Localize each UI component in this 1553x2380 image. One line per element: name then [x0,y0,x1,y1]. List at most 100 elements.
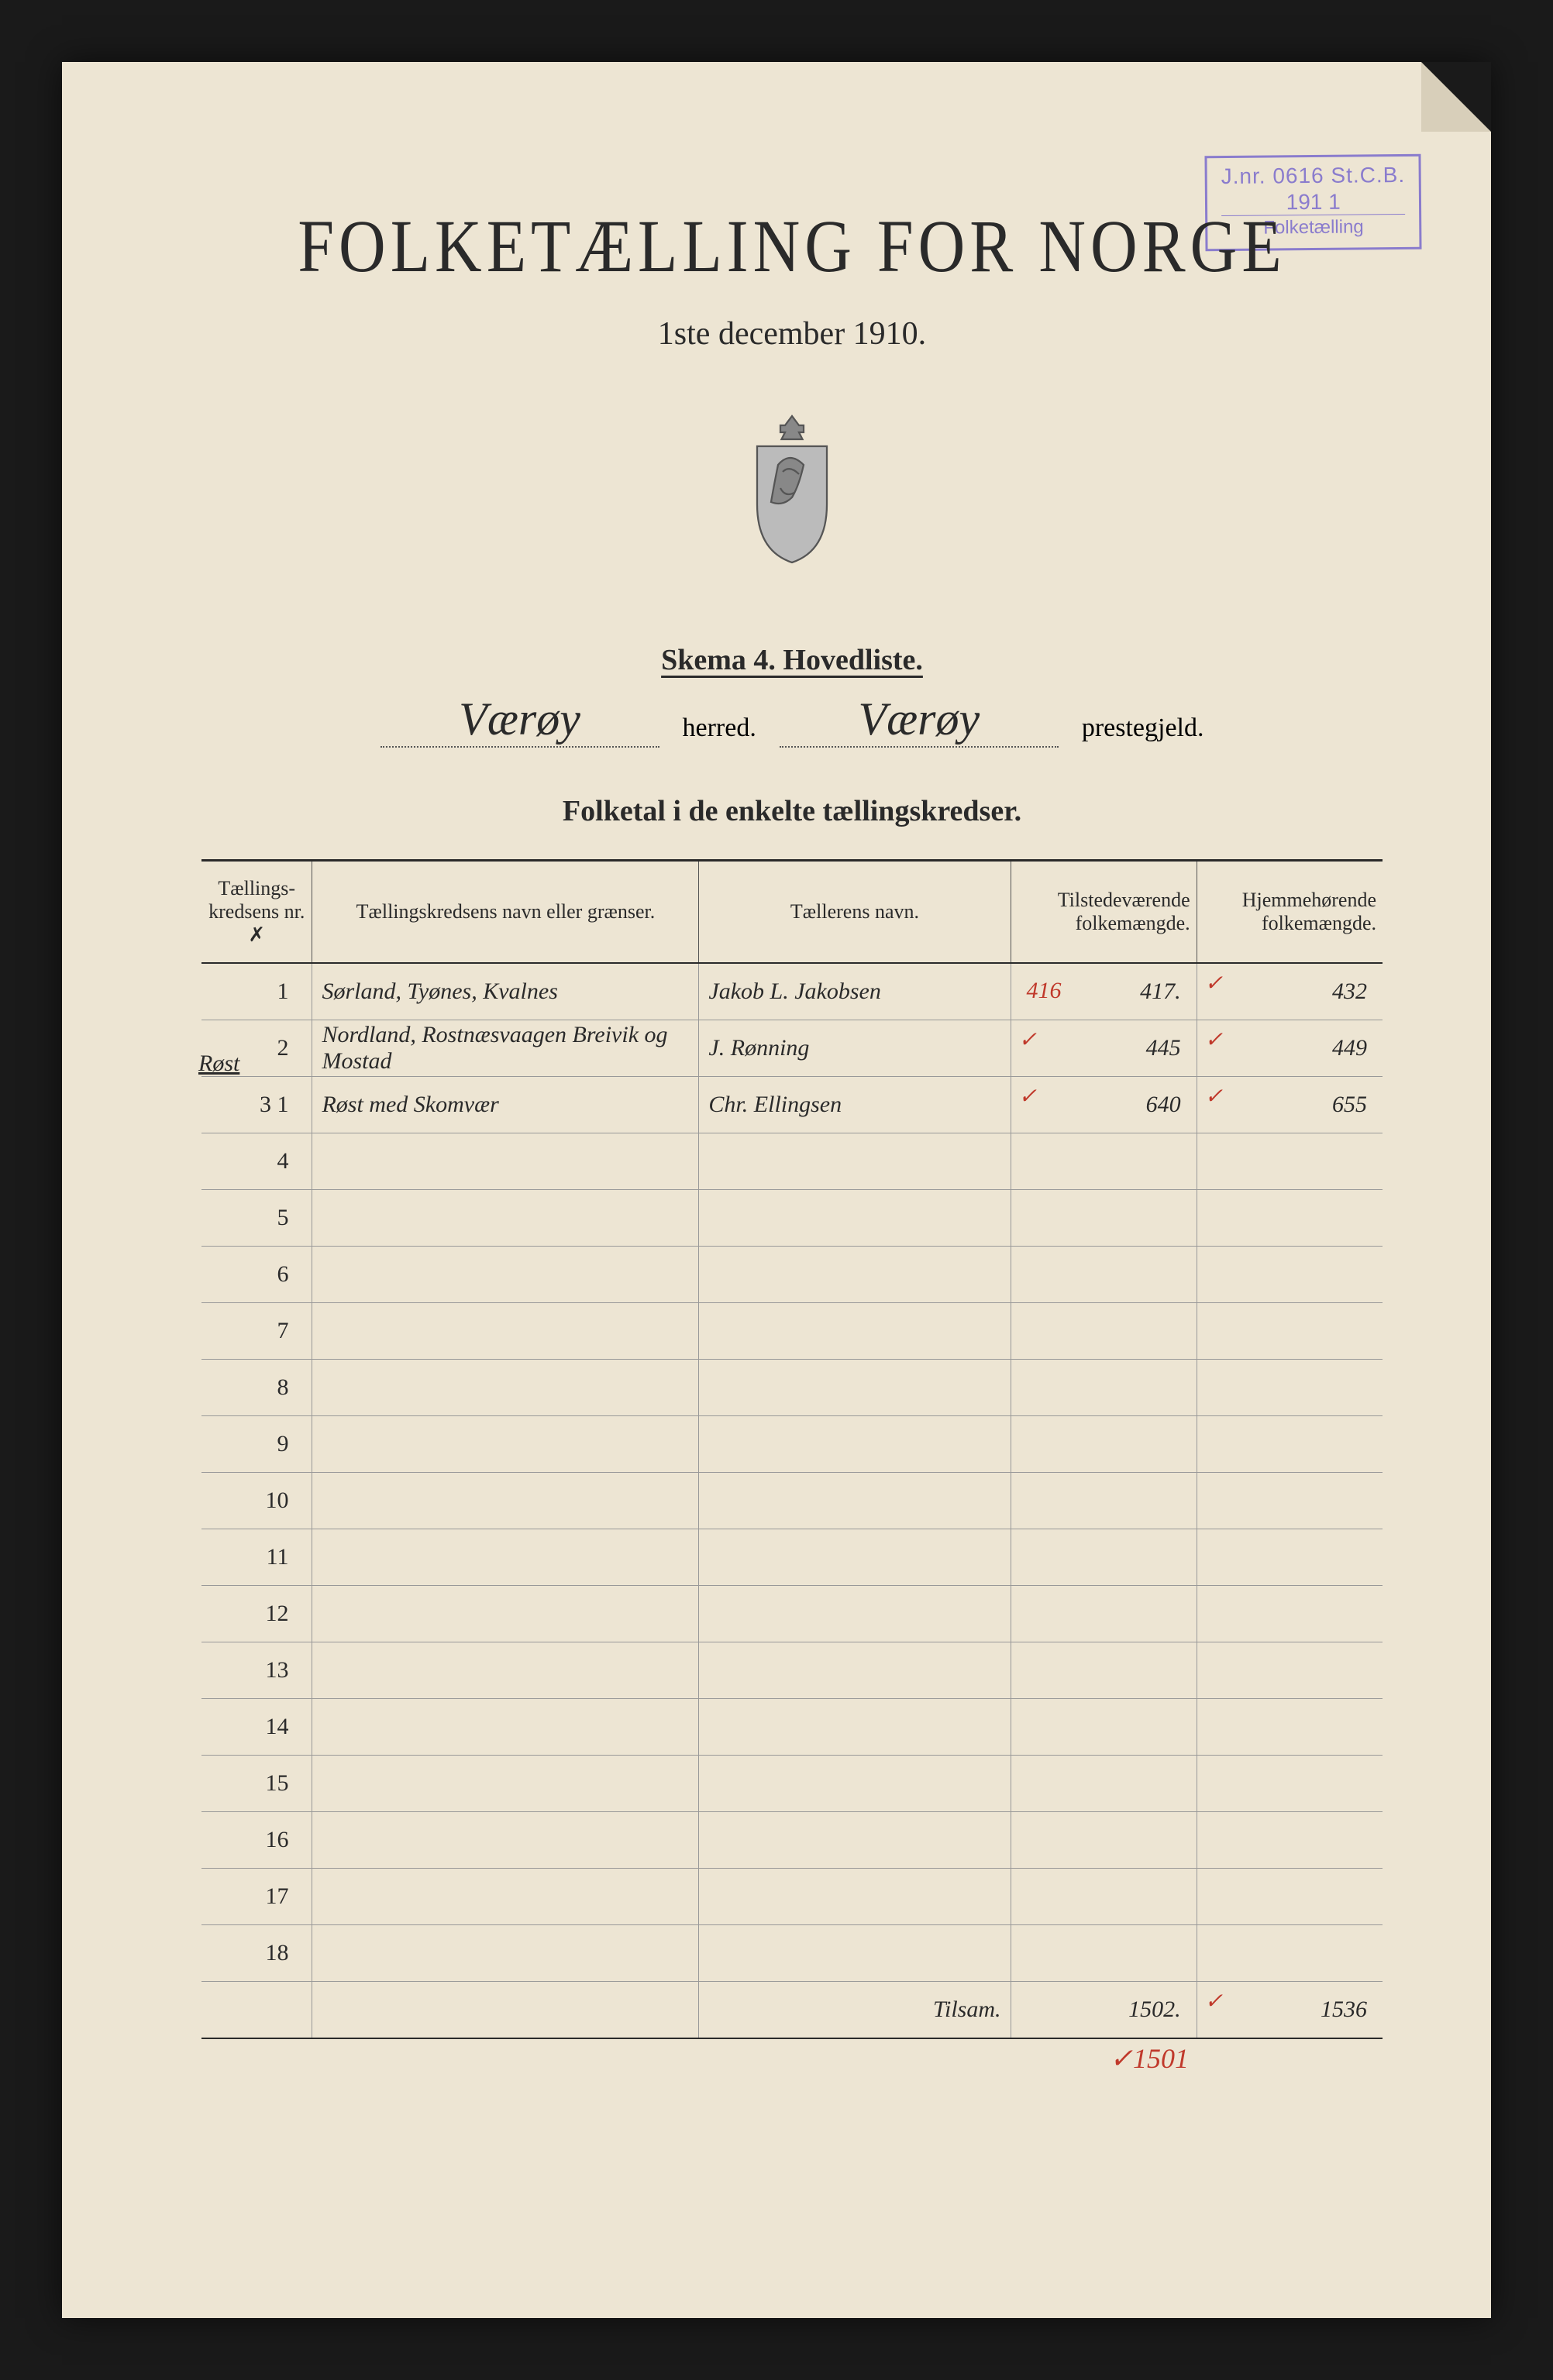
table-row-empty: 7 [201,1303,1383,1360]
present-population-cell: 416417. [1011,963,1197,1020]
empty-cell [699,1247,1011,1303]
empty-cell [699,1642,1011,1699]
table-row-empty: 8 [201,1360,1383,1416]
table-row-empty: 15 [201,1756,1383,1812]
table-row-empty: 4 [201,1133,1383,1190]
counter-name-cell: J. Rønning [699,1020,1011,1077]
row-number-cell: 10 [201,1473,312,1529]
col-header-nr: Tællings- kredsens nr. ✗ [201,861,312,964]
table-row-empty: 6 [201,1247,1383,1303]
empty-cell [312,1473,699,1529]
empty-cell [1011,1529,1197,1586]
row-number-cell: 14 [201,1699,312,1756]
prestegjeld-label: prestegjeld. [1082,714,1204,748]
empty-cell [312,1529,699,1586]
total-row: Tilsam.1502.✓1536 [201,1982,1383,2039]
row-number-cell: 7 [201,1303,312,1360]
empty-cell [1197,1303,1383,1360]
scan-frame: J.nr. 0616 St.C.B. 191 1 Folketælling FO… [0,0,1553,2380]
present-population-cell: ✓640 [1011,1077,1197,1133]
empty-cell [312,1416,699,1473]
table-title: Folketal i de enkelte tællingskredser. [201,794,1383,828]
empty-cell [1011,1925,1197,1982]
empty-cell [1197,1925,1383,1982]
empty-cell [1011,1303,1197,1360]
empty-cell [312,1360,699,1416]
empty-cell [699,1416,1011,1473]
district-name-cell: Sørland, Tyønes, Kvalnes [312,963,699,1020]
empty-cell [699,1812,1011,1869]
empty-cell [312,1925,699,1982]
table-header-row: Tællings- kredsens nr. ✗ Tællingskredsen… [201,861,1383,964]
side-annotation: Røst [198,1051,239,1077]
table-row-empty: 10 [201,1473,1383,1529]
empty-cell [699,1360,1011,1416]
document-title: FOLKETÆLLING FOR NORGE [201,204,1383,291]
table-row: 2Nordland, Rostnæsvaagen Breivik og Most… [201,1020,1383,1077]
empty-cell [1011,1190,1197,1247]
counter-name-cell: Chr. Ellingsen [699,1077,1011,1133]
empty-cell [1011,1360,1197,1416]
row-number-cell: 8 [201,1360,312,1416]
corrected-total: ✓1501 [1110,2042,1189,2075]
present-population-cell: ✓445 [1011,1020,1197,1077]
empty-cell [312,1190,699,1247]
empty-cell [1011,1133,1197,1190]
total-resident-cell: ✓1536 [1197,1982,1383,2039]
empty-cell [699,1699,1011,1756]
empty-cell [1197,1586,1383,1642]
jurisdiction-line: Værøy herred. Værøy prestegjeld. [201,693,1383,748]
empty-cell [312,1812,699,1869]
row-number-cell: 5 [201,1190,312,1247]
empty-cell [312,1756,699,1812]
table-row: 1Sørland, Tyønes, KvalnesJakob L. Jakobs… [201,963,1383,1020]
empty-cell [312,1586,699,1642]
empty-cell [699,1869,1011,1925]
empty-cell [699,1133,1011,1190]
page-fold-corner [1421,62,1491,132]
row-number-cell: 4 [201,1133,312,1190]
empty-cell [699,1756,1011,1812]
empty-cell [1197,1247,1383,1303]
col-header-tilst: Tilstedeværende folkemængde. [1011,861,1197,964]
empty-cell [1197,1190,1383,1247]
empty-cell [1197,1473,1383,1529]
row-number-cell: 9 [201,1416,312,1473]
row-number-cell: Røst3 1 [201,1077,312,1133]
empty-cell [699,1529,1011,1586]
row-number-cell: 6 [201,1247,312,1303]
table-row-empty: 13 [201,1642,1383,1699]
table-row-empty: 18 [201,1925,1383,1982]
prestegjeld-field: Værøy [780,693,1059,748]
row-number-cell: 12 [201,1586,312,1642]
row-number-cell: 1 [201,963,312,1020]
table-row: Røst3 1Røst med SkomværChr. Ellingsen✓64… [201,1077,1383,1133]
document-paper: J.nr. 0616 St.C.B. 191 1 Folketælling FO… [62,62,1491,2318]
schema-heading: Skema 4. Hovedliste. [201,643,1383,677]
table-row-empty: 14 [201,1699,1383,1756]
table-row-empty: 9 [201,1416,1383,1473]
empty-cell [699,1303,1011,1360]
resident-population-cell: ✓449 [1197,1020,1383,1077]
table-row-empty: 12 [201,1586,1383,1642]
col-header-teller: Tællerens navn. [699,861,1011,964]
empty-cell [312,1303,699,1360]
empty-cell [1011,1473,1197,1529]
empty-cell [1197,1416,1383,1473]
page-content: FOLKETÆLLING FOR NORGE 1ste december 191… [62,62,1491,2039]
empty-cell [1011,1869,1197,1925]
resident-population-cell: ✓432 [1197,963,1383,1020]
empty-cell [1011,1812,1197,1869]
empty-cell [1011,1642,1197,1699]
table-row-empty: 17 [201,1869,1383,1925]
counter-name-cell: Jakob L. Jakobsen [699,963,1011,1020]
district-name-cell: Røst med Skomvær [312,1077,699,1133]
row-number-cell: 13 [201,1642,312,1699]
empty-cell [699,1190,1011,1247]
col-header-hjem: Hjemmehørende folkemængde. [1197,861,1383,964]
district-name-cell: Nordland, Rostnæsvaagen Breivik og Mosta… [312,1020,699,1077]
empty-cell [312,1133,699,1190]
col-header-name: Tællingskredsens navn eller grænser. [312,861,699,964]
empty-cell [1197,1642,1383,1699]
table-row-empty: 11 [201,1529,1383,1586]
